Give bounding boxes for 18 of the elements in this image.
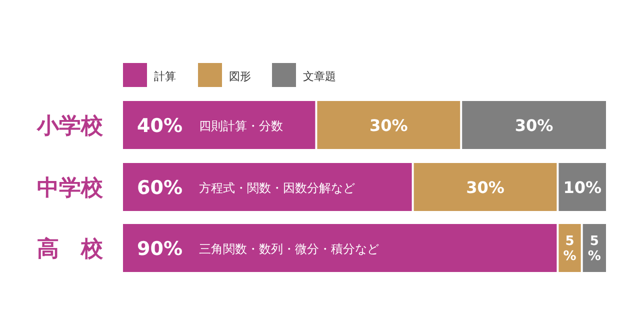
annotation: 方程式・関数・因数分解など bbox=[199, 181, 355, 195]
data-label: 60% bbox=[137, 177, 182, 199]
data-label: 90% bbox=[137, 238, 182, 260]
data-label: 5% bbox=[588, 234, 601, 264]
y-tick-label: 小学校 bbox=[36, 114, 104, 139]
y-tick-label: 中学校 bbox=[37, 176, 104, 201]
data-label: 30% bbox=[514, 116, 554, 135]
data-label: 40% bbox=[137, 115, 182, 137]
legend-label: 計算 bbox=[154, 70, 176, 83]
annotation: 四則計算・分数 bbox=[199, 119, 283, 133]
y-tick-label: 高 校 bbox=[37, 236, 104, 262]
legend-label: 図形 bbox=[229, 70, 251, 83]
annotation: 三角関数・数列・微分・積分など bbox=[199, 242, 379, 256]
data-label: 30% bbox=[370, 116, 408, 135]
legend-label: 文章題 bbox=[303, 70, 336, 83]
data-label: 30% bbox=[466, 178, 504, 197]
data-label: 5% bbox=[563, 234, 576, 264]
data-label: 10% bbox=[563, 178, 602, 197]
